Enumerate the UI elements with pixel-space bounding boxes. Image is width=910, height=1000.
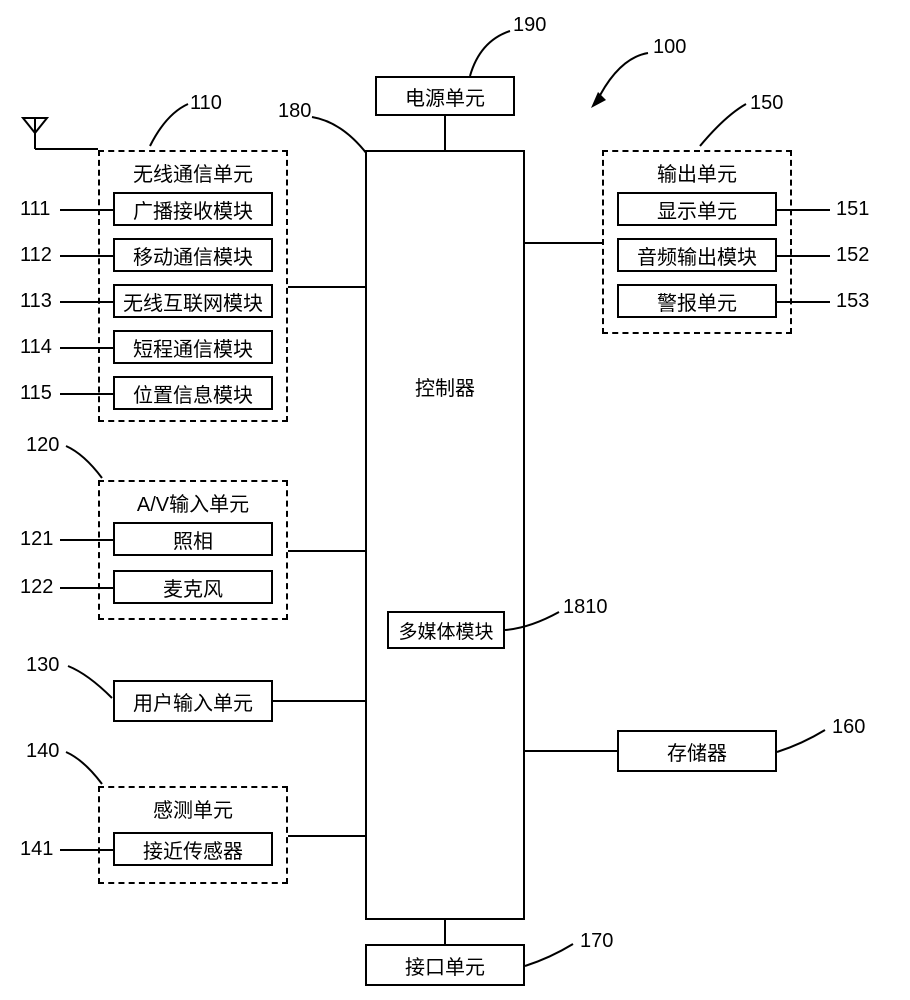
multimedia-module: 多媒体模块 bbox=[387, 611, 505, 649]
proximity-sensor: 接近传感器 bbox=[113, 832, 273, 866]
audio-out-label: 音频输出模块 bbox=[637, 241, 757, 270]
camera-module: 照相 bbox=[113, 522, 273, 556]
power-label: 电源单元 bbox=[405, 82, 485, 111]
ref-100: 100 bbox=[653, 36, 686, 59]
ref-111: 111 bbox=[20, 198, 50, 221]
proximity-label: 接近传感器 bbox=[143, 835, 243, 864]
ref-121: 121 bbox=[20, 528, 53, 551]
sensing-title: 感测单元 bbox=[100, 794, 286, 823]
memory-block: 存储器 bbox=[617, 730, 777, 772]
antenna-icon bbox=[20, 115, 50, 149]
ref-170: 170 bbox=[580, 930, 613, 953]
alarm-unit: 警报单元 bbox=[617, 284, 777, 318]
interface-unit: 接口单元 bbox=[365, 944, 525, 986]
ref-180: 180 bbox=[278, 100, 311, 123]
ref-141: 141 bbox=[20, 838, 53, 861]
memory-label: 存储器 bbox=[667, 737, 727, 766]
camera-label: 照相 bbox=[173, 525, 213, 554]
controller-block: 控制器 bbox=[365, 150, 525, 920]
ref-115: 115 bbox=[20, 382, 52, 405]
ref-140: 140 bbox=[26, 740, 59, 763]
ref-122: 122 bbox=[20, 576, 53, 599]
ref-114: 114 bbox=[20, 336, 52, 359]
controller-label: 控制器 bbox=[415, 372, 475, 401]
ref-110: 110 bbox=[190, 92, 222, 115]
mobile-comm-module: 移动通信模块 bbox=[113, 238, 273, 272]
wlan-module: 无线互联网模块 bbox=[113, 284, 273, 318]
interface-label: 接口单元 bbox=[405, 951, 485, 980]
ref-190: 190 bbox=[513, 14, 546, 37]
ref-152: 152 bbox=[836, 244, 869, 267]
multimedia-label: 多媒体模块 bbox=[398, 617, 493, 644]
user-input-unit: 用户输入单元 bbox=[113, 680, 273, 722]
user-input-label: 用户输入单元 bbox=[133, 687, 253, 716]
short-range-label: 短程通信模块 bbox=[133, 333, 253, 362]
av-title: A/V输入单元 bbox=[100, 488, 286, 517]
ref-151: 151 bbox=[836, 198, 869, 221]
mobile-label: 移动通信模块 bbox=[133, 241, 253, 270]
ref-130: 130 bbox=[26, 654, 59, 677]
alarm-label: 警报单元 bbox=[657, 287, 737, 316]
output-title: 输出单元 bbox=[604, 158, 790, 187]
position-module: 位置信息模块 bbox=[113, 376, 273, 410]
ref-153: 153 bbox=[836, 290, 869, 313]
ref-150: 150 bbox=[750, 92, 783, 115]
display-unit: 显示单元 bbox=[617, 192, 777, 226]
wireless-title: 无线通信单元 bbox=[100, 158, 286, 187]
wlan-label: 无线互联网模块 bbox=[123, 287, 263, 316]
ref-160: 160 bbox=[832, 716, 865, 739]
power-supply-unit: 电源单元 bbox=[375, 76, 515, 116]
audio-output-module: 音频输出模块 bbox=[617, 238, 777, 272]
position-label: 位置信息模块 bbox=[133, 379, 253, 408]
ref-1810: 1810 bbox=[563, 596, 608, 619]
broadcast-module: 广播接收模块 bbox=[113, 192, 273, 226]
microphone-module: 麦克风 bbox=[113, 570, 273, 604]
ref-120: 120 bbox=[26, 434, 59, 457]
mic-label: 麦克风 bbox=[163, 573, 223, 602]
short-range-module: 短程通信模块 bbox=[113, 330, 273, 364]
ref-112: 112 bbox=[20, 244, 52, 267]
broadcast-label: 广播接收模块 bbox=[133, 195, 253, 224]
ref-113: 113 bbox=[20, 290, 52, 313]
display-label: 显示单元 bbox=[657, 195, 737, 224]
